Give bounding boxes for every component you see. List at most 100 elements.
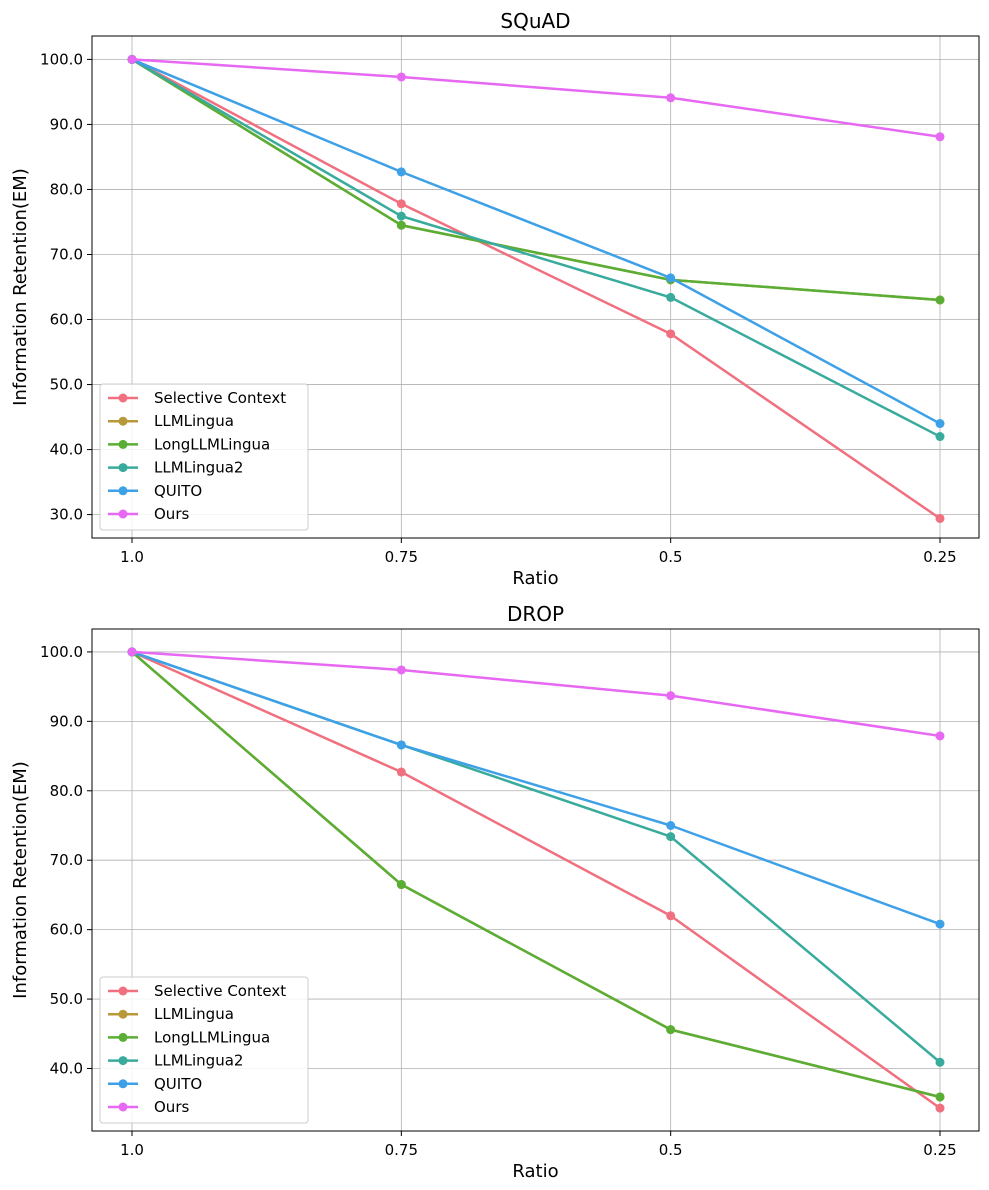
legend-swatch-marker: [118, 509, 128, 519]
y-tick-label: 90.0: [50, 712, 83, 730]
series-line: [131, 58, 941, 520]
data-point: [127, 54, 137, 64]
legend-swatch-marker: [118, 463, 128, 473]
legend-label: QUITO: [154, 1075, 202, 1093]
series-line: [131, 650, 941, 1110]
x-tick-label: 0.5: [659, 1141, 683, 1159]
series-longllmlingua: [127, 54, 945, 305]
data-point: [666, 329, 676, 339]
data-point: [396, 211, 406, 221]
y-tick-label: 70.0: [50, 851, 83, 869]
x-axis-label: Ratio: [512, 1161, 558, 1182]
legend-swatch-marker: [118, 1032, 128, 1042]
data-point: [396, 220, 406, 230]
data-point: [396, 665, 406, 675]
data-point: [935, 1057, 945, 1067]
legend-label: LongLLMLingua: [154, 1028, 270, 1046]
x-tick-label: 0.25: [923, 548, 956, 566]
y-tick-label: 70.0: [50, 245, 83, 263]
data-point: [396, 767, 406, 777]
y-tick-label: 30.0: [50, 506, 83, 524]
y-axis-label: Information Retention(EM): [10, 168, 31, 406]
data-point: [666, 292, 676, 302]
y-tick-label: 60.0: [50, 921, 83, 939]
series-quito: [127, 54, 945, 429]
y-tick-label: 100.0: [40, 643, 83, 661]
data-point: [666, 93, 676, 103]
series-quito: [127, 647, 945, 929]
y-tick-label: 100.0: [40, 50, 83, 68]
x-tick-label: 1.0: [120, 1141, 144, 1159]
series-line: [131, 58, 941, 425]
axes-frame: [91, 628, 980, 1132]
legend-item-selective-context: Selective Context: [108, 982, 286, 1000]
series-llmlingua2: [127, 54, 945, 442]
data-point: [666, 1025, 676, 1035]
data-point: [935, 295, 945, 305]
legend-label: LongLLMLingua: [154, 435, 270, 453]
legend-swatch-marker: [118, 486, 128, 496]
legend-label: LLMLingua: [154, 412, 234, 430]
series-line: [131, 650, 941, 738]
data-point: [666, 691, 676, 701]
legend-box: [99, 976, 309, 1124]
data-point: [396, 740, 406, 750]
chart-title: SQuAD: [500, 9, 570, 33]
legend-item-llmlingua2: LLMLingua2: [108, 459, 243, 477]
series-ours: [127, 647, 945, 741]
chart-panel-squad: 1.0 0.75 0.5 0.25 30.0 40.0 50.0 60.0 70.0 80.0 90…: [10, 9, 980, 589]
series-selective-context: [127, 647, 945, 1113]
legend-label: Ours: [154, 1098, 189, 1116]
y-tick-label: 50.0: [50, 990, 83, 1008]
legend-swatch-marker: [118, 1102, 128, 1112]
legend-label: QUITO: [154, 482, 202, 500]
x-tick-label: 0.5: [659, 548, 683, 566]
chart-panel-drop: 1.0 0.75 0.5 0.25 40.0 50.0 60.0 70.0 80.0 90.0 10…: [10, 602, 980, 1182]
legend-item-llmlingua2: LLMLingua2: [108, 1052, 243, 1070]
legend-label: LLMLingua2: [154, 1052, 243, 1070]
axes-frame: [91, 35, 980, 539]
legend-swatch-marker: [118, 1079, 128, 1089]
legend-swatch-marker: [118, 1056, 128, 1066]
data-point: [935, 1092, 945, 1102]
legend-label: Selective Context: [154, 389, 286, 407]
series-line: [131, 58, 941, 139]
legend-box: [99, 383, 309, 531]
legend-swatch-marker: [118, 393, 128, 403]
legend-label: Ours: [154, 505, 189, 523]
y-tick-label: 80.0: [50, 782, 83, 800]
legend-item-longllmlingua: LongLLMLingua: [108, 435, 270, 453]
x-tick-label: 0.75: [385, 1141, 418, 1159]
data-point: [666, 911, 676, 921]
chart-title: DROP: [507, 602, 564, 626]
y-axis-label: Information Retention(EM): [10, 761, 31, 999]
data-point: [396, 72, 406, 82]
data-point: [935, 731, 945, 741]
data-point: [935, 513, 945, 523]
legend-swatch-marker: [118, 416, 128, 426]
y-tick-label: 80.0: [50, 180, 83, 198]
data-point: [127, 647, 137, 657]
series-line: [131, 58, 941, 302]
legend-item-quito: QUITO: [108, 482, 202, 500]
legend-item-quito: QUITO: [108, 1075, 202, 1093]
legend-item-llmlingua: LLMLingua: [108, 412, 234, 430]
series-line: [131, 58, 941, 438]
legend-item-ours: Ours: [108, 1098, 189, 1116]
x-axis-label: Ratio: [512, 568, 558, 589]
y-tick-label: 60.0: [50, 311, 83, 329]
series-ours: [127, 54, 945, 142]
legend-swatch-marker: [118, 439, 128, 449]
series-llmlingua: [127, 54, 945, 305]
data-point: [935, 132, 945, 142]
y-tick-label: 90.0: [50, 115, 83, 133]
data-point: [935, 419, 945, 429]
data-point: [935, 919, 945, 929]
x-tick-label: 0.25: [923, 1141, 956, 1159]
series-line: [131, 650, 941, 1099]
data-point: [666, 273, 676, 283]
legend-item-longllmlingua: LongLLMLingua: [108, 1028, 270, 1046]
data-point: [666, 832, 676, 842]
legend-label: LLMLingua2: [154, 459, 243, 477]
